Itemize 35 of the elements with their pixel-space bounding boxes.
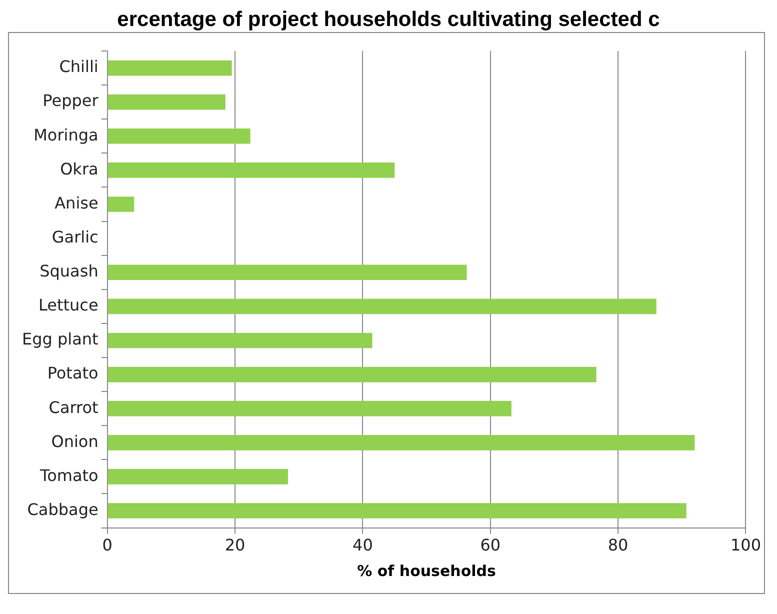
x-tick-label: 60 bbox=[480, 536, 501, 555]
y-tick-label: Tomato bbox=[39, 466, 98, 485]
bar bbox=[108, 366, 596, 382]
bar bbox=[108, 298, 656, 314]
bar bbox=[108, 469, 288, 484]
bar bbox=[108, 196, 134, 212]
bar bbox=[108, 94, 226, 110]
bar bbox=[108, 503, 686, 518]
bar bbox=[108, 434, 695, 450]
bar bbox=[108, 264, 467, 280]
y-tick-label: Onion bbox=[51, 432, 98, 451]
chart-title: ercentage of project households cultivating selected c bbox=[116, 8, 661, 32]
x-tick-label: 80 bbox=[608, 536, 628, 555]
y-tick-label: Okra bbox=[60, 159, 98, 178]
bar bbox=[108, 400, 512, 416]
bar bbox=[108, 128, 250, 144]
bar bbox=[108, 60, 232, 76]
y-tick-label: Egg plant bbox=[22, 330, 98, 349]
x-axis-title: % of households bbox=[357, 562, 496, 580]
y-tick-label: Anise bbox=[54, 193, 98, 212]
x-tick-label: 100 bbox=[730, 536, 762, 555]
y-tick-label: Cabbage bbox=[27, 500, 98, 519]
y-tick-label: Squash bbox=[40, 262, 98, 281]
bar bbox=[108, 332, 372, 348]
y-tick-label: Pepper bbox=[42, 91, 99, 110]
y-tick-label: Garlic bbox=[52, 227, 98, 246]
y-tick-label: Lettuce bbox=[38, 296, 98, 315]
x-tick-label: 40 bbox=[352, 536, 373, 555]
x-tick-label: 0 bbox=[102, 536, 112, 555]
bar bbox=[108, 162, 395, 178]
y-tick-label: Carrot bbox=[48, 398, 98, 417]
y-tick-label: Potato bbox=[47, 364, 98, 383]
x-tick-label: 20 bbox=[224, 536, 246, 555]
y-tick-label: Moringa bbox=[34, 125, 98, 144]
y-tick-label: Chilli bbox=[59, 57, 98, 76]
